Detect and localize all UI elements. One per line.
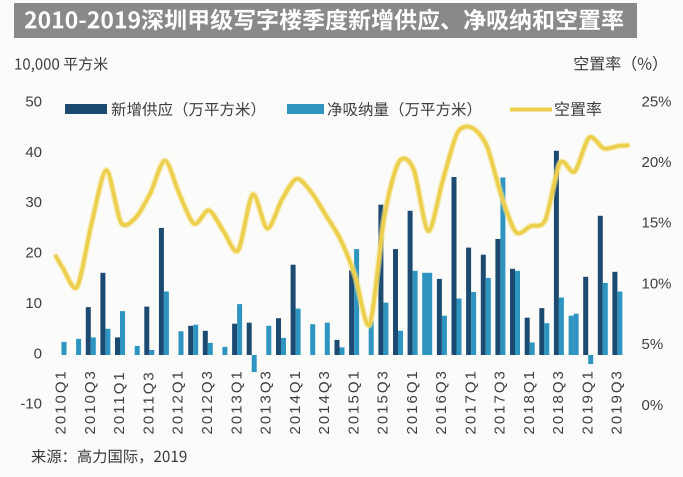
svg-text:2010Q1: 2010Q1 <box>53 369 70 434</box>
svg-text:2013Q1: 2013Q1 <box>228 369 245 434</box>
svg-text:25%: 25% <box>642 93 672 110</box>
svg-text:2015Q1: 2015Q1 <box>345 369 362 434</box>
svg-text:2010Q3: 2010Q3 <box>82 369 99 434</box>
svg-text:15%: 15% <box>642 215 672 232</box>
svg-text:2014Q3: 2014Q3 <box>316 369 333 434</box>
svg-text:2011Q1: 2011Q1 <box>111 370 128 434</box>
svg-text:2014Q1: 2014Q1 <box>287 369 304 434</box>
svg-text:10: 10 <box>25 295 42 312</box>
svg-text:2017Q1: 2017Q1 <box>462 369 479 434</box>
svg-text:10%: 10% <box>642 275 672 292</box>
svg-text:30: 30 <box>25 194 42 211</box>
svg-text:2016Q1: 2016Q1 <box>404 369 421 434</box>
svg-text:2016Q3: 2016Q3 <box>433 369 450 434</box>
svg-text:50: 50 <box>25 94 42 111</box>
svg-text:20: 20 <box>25 245 42 262</box>
svg-text:2012Q3: 2012Q3 <box>199 369 216 434</box>
svg-text:0: 0 <box>34 345 42 362</box>
svg-text:0%: 0% <box>642 397 664 414</box>
svg-text:40: 40 <box>25 144 42 161</box>
svg-text:-10: -10 <box>20 396 42 413</box>
svg-text:2018Q1: 2018Q1 <box>521 369 538 434</box>
svg-text:2019Q1: 2019Q1 <box>579 369 596 434</box>
svg-text:5%: 5% <box>642 336 664 353</box>
svg-text:2015Q3: 2015Q3 <box>375 369 392 434</box>
svg-text:20%: 20% <box>642 154 672 171</box>
svg-text:2013Q3: 2013Q3 <box>258 369 275 434</box>
svg-text:2012Q1: 2012Q1 <box>170 369 187 434</box>
svg-text:2019Q3: 2019Q3 <box>609 369 626 434</box>
svg-text:2017Q3: 2017Q3 <box>492 369 509 434</box>
svg-text:2018Q3: 2018Q3 <box>550 369 567 434</box>
svg-text:2011Q3: 2011Q3 <box>141 370 158 434</box>
